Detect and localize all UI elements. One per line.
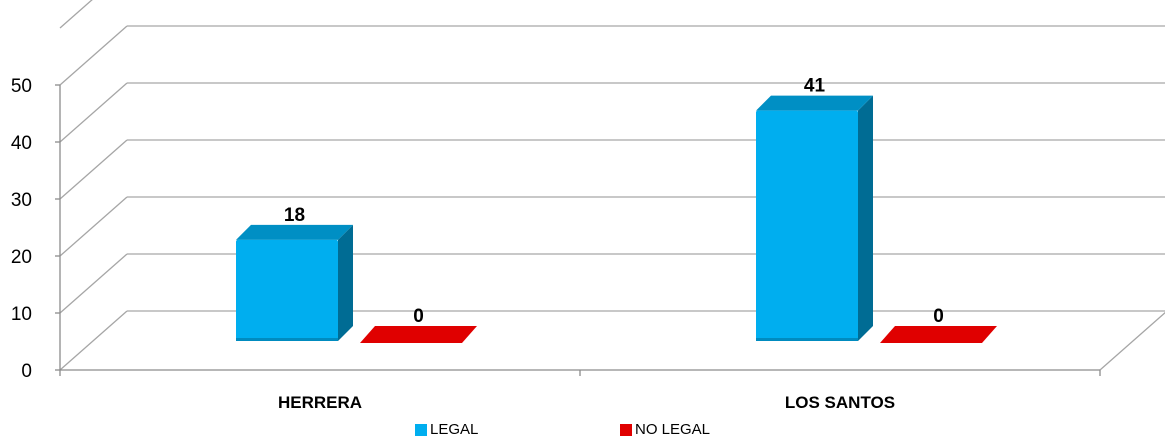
legend-swatch-legal xyxy=(415,423,427,436)
bar-base xyxy=(756,338,858,341)
y-tick-label: 0 xyxy=(21,361,32,382)
bar-side xyxy=(858,95,873,341)
gridline-diagonal xyxy=(59,139,128,200)
bar-legal-los-santos xyxy=(756,95,873,341)
data-label: 0 xyxy=(933,306,944,327)
bar-no-legal-herrera xyxy=(360,326,477,343)
gridline-diagonal xyxy=(59,0,93,29)
bar-legal-herrera xyxy=(236,224,353,341)
legend-label-no-legal: NO LEGAL xyxy=(635,421,711,438)
axes: 0 10 20 30 40 50 xyxy=(11,76,1101,382)
bar-side xyxy=(338,224,353,341)
gridline-diagonal xyxy=(59,82,128,143)
legend: LEGAL NO LEGAL xyxy=(0,421,1165,443)
legend-item-no-legal: NO LEGAL xyxy=(620,421,710,438)
legend-item-legal: LEGAL xyxy=(415,421,478,438)
chart: 0 10 20 30 40 50 18 0 HERRERA 41 0 LOS SANTOS xyxy=(11,0,1165,412)
gridline-diagonal xyxy=(59,25,128,86)
floor-edge xyxy=(1099,311,1165,371)
bar-flat xyxy=(360,326,477,343)
data-label: 0 xyxy=(413,306,424,327)
bar-base xyxy=(236,338,338,341)
category-label: HERRERA xyxy=(278,393,362,412)
y-tick-label: 10 xyxy=(11,304,32,325)
bar-front xyxy=(236,239,338,341)
bar-front xyxy=(756,110,858,341)
gridline-diagonal xyxy=(59,253,128,314)
gridline-diagonal xyxy=(59,196,128,257)
bar-no-legal-los-santos xyxy=(880,326,997,343)
data-label: 18 xyxy=(284,205,305,226)
legend-label-legal: LEGAL xyxy=(430,421,479,438)
bar-flat xyxy=(880,326,997,343)
y-tick-label: 50 xyxy=(11,76,32,97)
y-tick-label: 20 xyxy=(11,247,32,268)
bars xyxy=(236,95,997,343)
bar-top xyxy=(756,95,873,111)
labels: 18 0 HERRERA 41 0 LOS SANTOS xyxy=(278,76,944,412)
gridline-diagonal xyxy=(59,310,128,371)
legend-swatch-no-legal xyxy=(620,423,632,436)
bar-top xyxy=(236,224,353,240)
gridlines xyxy=(59,0,1165,371)
category-label: LOS SANTOS xyxy=(785,393,895,412)
data-label: 41 xyxy=(804,76,826,97)
y-tick-label: 40 xyxy=(11,133,32,154)
y-tick-label: 30 xyxy=(11,190,32,211)
